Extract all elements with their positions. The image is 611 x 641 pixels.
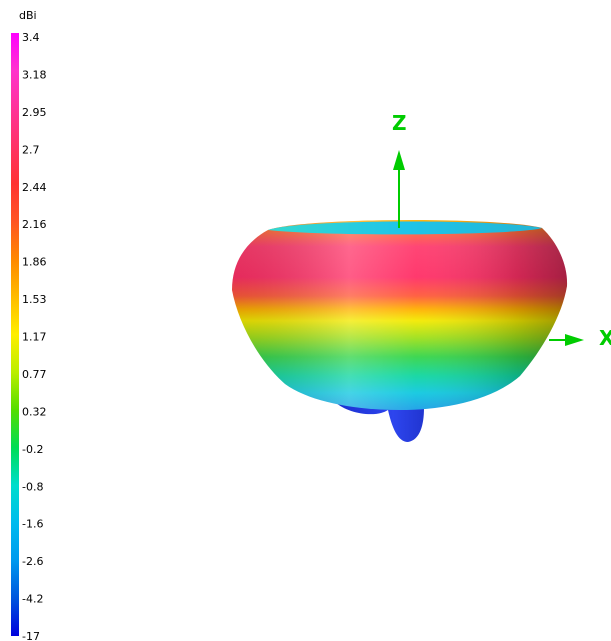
colorbar-tick-label: 1.17 <box>22 331 47 344</box>
z-axis-arrowhead <box>393 150 405 170</box>
colorbar-ticks: 3.4 3.18 2.95 2.7 2.44 2.16 1.86 1.53 1.17 0.77 0.… <box>22 31 47 641</box>
colorbar-tick-label: -17 <box>22 630 40 641</box>
z-axis-label: Z <box>392 111 407 135</box>
colorbar-strip <box>11 33 19 636</box>
colorbar-tick-label: 1.53 <box>22 293 47 306</box>
colorbar-tick-label: 2.7 <box>22 143 40 156</box>
colorbar-tick-label: -0.8 <box>22 480 43 493</box>
colorbar-tick-label: 0.32 <box>22 405 47 418</box>
colorbar-tick-label: 1.86 <box>22 256 47 269</box>
colorbar: dBi 3.4 3.18 2.95 2.7 2.44 2.16 1.86 1.53 1.17 0.… <box>11 9 47 641</box>
top-cap <box>268 221 542 235</box>
colorbar-tick-label: -4.2 <box>22 593 43 606</box>
colorbar-unit-label: dBi <box>19 9 37 22</box>
radiation-pattern-body <box>232 219 568 442</box>
axes: Z X <box>392 111 611 350</box>
x-axis-arrowhead <box>565 334 584 346</box>
colorbar-tick-label: 3.4 <box>22 31 40 44</box>
colorbar-tick-label: 2.95 <box>22 106 47 119</box>
colorbar-tick-label: -2.6 <box>22 555 43 568</box>
colorbar-tick-label: 2.16 <box>22 218 47 231</box>
x-axis-label: X <box>599 326 611 350</box>
colorbar-tick-label: 0.77 <box>22 368 47 381</box>
colorbar-tick-label: -0.2 <box>22 443 43 456</box>
colorbar-tick-label: 3.18 <box>22 68 47 81</box>
colorbar-tick-label: -1.6 <box>22 518 43 531</box>
colorbar-tick-label: 2.44 <box>22 181 47 194</box>
main-lobe-shading <box>232 219 568 410</box>
